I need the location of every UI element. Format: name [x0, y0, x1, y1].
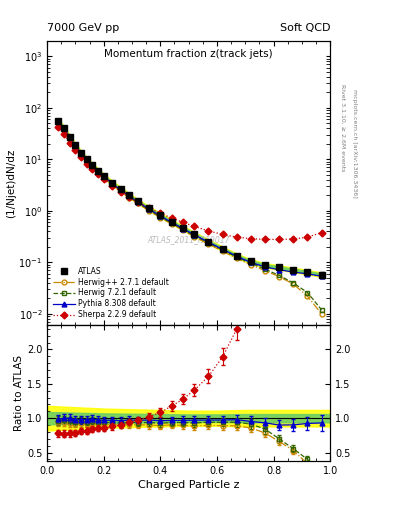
Legend: ATLAS, Herwig++ 2.7.1 default, Herwig 7.2.1 default, Pythia 8.308 default, Sherp: ATLAS, Herwig++ 2.7.1 default, Herwig 7.…: [51, 264, 171, 322]
Text: mcplots.cern.ch [arXiv:1306.3436]: mcplots.cern.ch [arXiv:1306.3436]: [352, 89, 357, 198]
Text: 7000 GeV pp: 7000 GeV pp: [47, 23, 119, 33]
X-axis label: Charged Particle z: Charged Particle z: [138, 480, 239, 490]
Text: ATLAS_2011_I919017: ATLAS_2011_I919017: [147, 236, 230, 245]
Text: Soft QCD: Soft QCD: [280, 23, 330, 33]
Y-axis label: Ratio to ATLAS: Ratio to ATLAS: [14, 355, 24, 431]
Text: Rivet 3.1.10, ≥ 2.6M events: Rivet 3.1.10, ≥ 2.6M events: [340, 84, 345, 172]
Y-axis label: (1/Njet)dN/dz: (1/Njet)dN/dz: [6, 148, 16, 218]
Text: Momentum fraction z(track jets): Momentum fraction z(track jets): [104, 50, 273, 59]
